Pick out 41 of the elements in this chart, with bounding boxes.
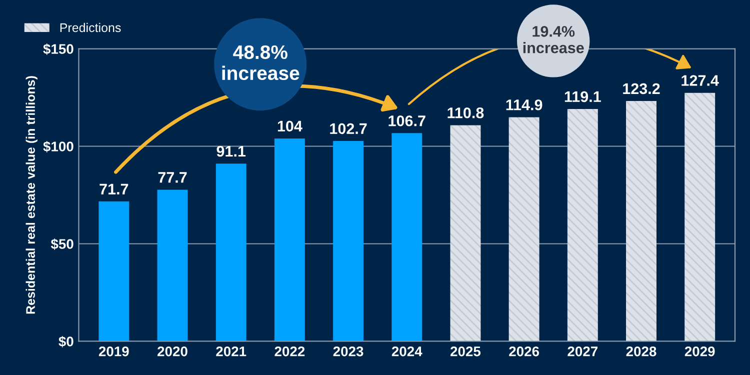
y-tick-label: $0: [58, 336, 74, 348]
bar: [626, 101, 656, 342]
annotation: 48.8% increase: [222, 45, 300, 80]
bar: [392, 133, 422, 342]
x-tick-label: 2027: [568, 346, 598, 356]
bar: [216, 164, 246, 342]
bar: [98, 201, 130, 342]
x-tick-label: 2026: [509, 346, 540, 356]
annotation: 19.4% increase: [523, 26, 584, 54]
x-tick-label: 2024: [392, 346, 422, 356]
data-label: 119.1: [564, 91, 601, 102]
x-tick-label: 2021: [216, 346, 246, 356]
x-tick-label: 2028: [626, 346, 656, 356]
y-axis-title: Residential real estate value (in trillions): [26, 76, 38, 314]
data-label: 106.7: [388, 115, 426, 126]
data-label: 110.8: [448, 107, 484, 118]
data-label: 77.7: [158, 172, 187, 183]
bar: [450, 125, 481, 342]
bar: [508, 117, 540, 342]
y-tick-label: $100: [43, 140, 74, 152]
bar: [157, 190, 188, 342]
bar: [274, 138, 305, 342]
data-label: 102.7: [330, 123, 367, 134]
y-tick-label: $50: [50, 238, 74, 250]
bar: [333, 140, 364, 342]
x-tick-label: 2029: [684, 346, 715, 356]
bar: [684, 92, 716, 342]
data-label: 104: [278, 120, 302, 132]
data-label: 91.1: [216, 146, 246, 157]
data-label: 114.9: [506, 99, 542, 110]
x-tick-label: 2019: [98, 346, 129, 356]
data-label: 123.2: [623, 83, 660, 94]
bar: [567, 109, 598, 342]
x-tick-label: 2022: [274, 346, 305, 356]
y-tick-label: $150: [43, 43, 74, 55]
x-tick-label: 2025: [450, 346, 481, 356]
data-label: 71.7: [100, 184, 128, 194]
data-label: 127.4: [682, 75, 719, 86]
legend-label: Predictions: [60, 22, 121, 32]
x-tick-label: 2023: [333, 346, 364, 356]
x-tick-label: 2020: [158, 346, 188, 356]
